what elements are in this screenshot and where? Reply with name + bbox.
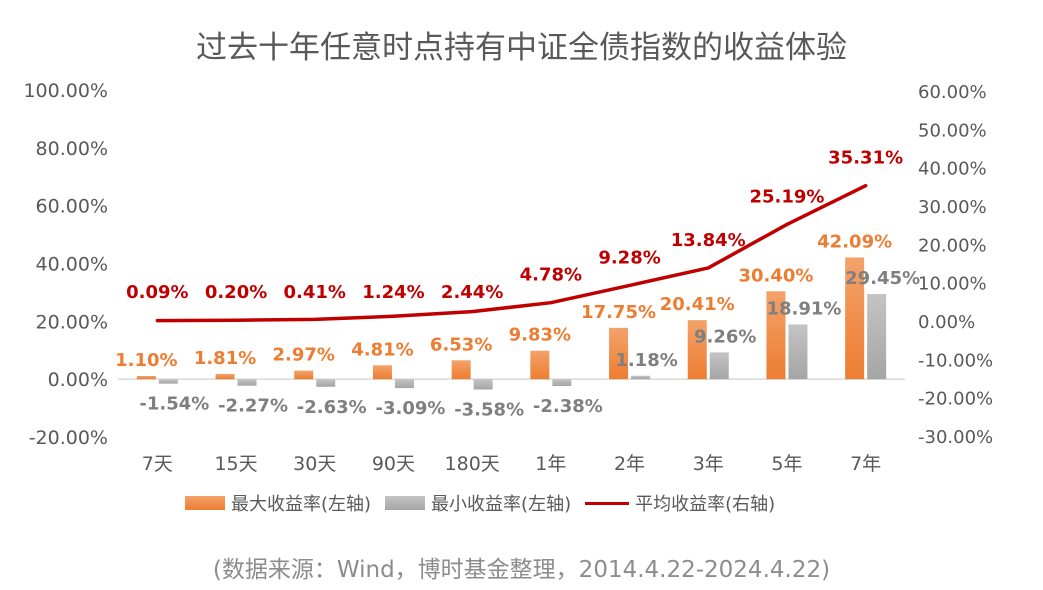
source-note: (数据来源：Wind，博时基金整理，2014.4.22-2024.4.22) bbox=[212, 557, 831, 583]
bar-max-3 bbox=[372, 365, 392, 380]
bar-min-1 bbox=[237, 379, 257, 386]
label-min-4: -3.58% bbox=[454, 400, 524, 421]
right-tick-label: 50.00% bbox=[918, 120, 987, 141]
left-axis-ticks: -20.00% 0.00% 20.00% 40.00% 60.00% 80.00% 100.… bbox=[23, 80, 108, 449]
x-tick-label: 3年 bbox=[693, 453, 724, 475]
label-min-9: 29.45% bbox=[845, 268, 920, 289]
label-min-7: 9.26% bbox=[694, 326, 756, 347]
average-line-path bbox=[155, 183, 868, 323]
x-tick-label: 90天 bbox=[372, 453, 415, 475]
label-max-0: 1.10% bbox=[115, 350, 177, 371]
x-tick-label: 7天 bbox=[142, 453, 173, 475]
average-line bbox=[155, 183, 868, 323]
bar-max-9 bbox=[845, 257, 865, 380]
left-tick-label: 0.00% bbox=[48, 369, 108, 391]
label-max-6: 17.75% bbox=[581, 302, 656, 323]
bar-max-6 bbox=[609, 327, 629, 380]
legend-item-max: 最大收益率(左轴) bbox=[185, 490, 371, 516]
legend-swatch-max bbox=[185, 496, 225, 510]
left-tick-label: 60.00% bbox=[36, 196, 108, 218]
bar-max-2 bbox=[294, 370, 314, 380]
bar-max-1 bbox=[215, 373, 235, 380]
legend-swatch-avg bbox=[585, 501, 630, 505]
left-tick-label: -20.00% bbox=[29, 427, 108, 449]
right-tick-label: -10.00% bbox=[918, 350, 993, 371]
legend: 最大收益率(左轴) 最小收益率(左轴) 平均收益率(右轴) bbox=[185, 490, 789, 516]
legend-item-min: 最小收益率(左轴) bbox=[385, 490, 571, 516]
label-min-2: -2.63% bbox=[297, 397, 367, 418]
right-tick-label: -20.00% bbox=[918, 389, 993, 410]
bar-min-9 bbox=[867, 294, 887, 380]
bar-min-2 bbox=[316, 379, 336, 387]
bar-min-0 bbox=[158, 379, 178, 384]
label-avg-6: 9.28% bbox=[598, 247, 660, 268]
label-min-6: 1.18% bbox=[615, 350, 677, 371]
bar-max-7 bbox=[687, 320, 707, 380]
label-avg-8: 25.19% bbox=[749, 186, 824, 207]
bar-max-4 bbox=[451, 360, 471, 380]
legend-swatch-min bbox=[385, 496, 426, 510]
label-max-1: 1.81% bbox=[194, 348, 256, 369]
label-avg-9: 35.31% bbox=[828, 148, 903, 169]
right-axis-ticks: -30.00% -20.00% -10.00% 0.00% 10.00% 20.00% 30… bbox=[918, 82, 993, 448]
left-tick-label: 20.00% bbox=[36, 311, 108, 333]
bar-min-6 bbox=[631, 375, 651, 380]
right-tick-label: 20.00% bbox=[918, 235, 987, 256]
data-labels: 1.10% 1.81% 2.97% 4.81% 6.53% 9.83% 17.75% 20.4… bbox=[115, 148, 920, 421]
legend-label-max: 最大收益率(左轴) bbox=[231, 494, 372, 515]
chart-title: 过去十年任意时点持有中证全债指数的收益体验 bbox=[196, 30, 847, 66]
label-min-0: -1.54% bbox=[139, 394, 209, 415]
label-min-1: -2.27% bbox=[218, 396, 288, 417]
label-max-8: 30.40% bbox=[738, 265, 813, 286]
label-max-9: 42.09% bbox=[817, 231, 892, 252]
right-tick-label: 0.00% bbox=[918, 312, 975, 333]
bar-max-0 bbox=[136, 375, 156, 380]
label-max-4: 6.53% bbox=[430, 334, 492, 355]
bar-min-3 bbox=[394, 379, 414, 389]
x-tick-label: 2年 bbox=[614, 453, 645, 475]
label-avg-4: 2.44% bbox=[441, 282, 503, 303]
x-tick-label: 7年 bbox=[850, 453, 881, 475]
bar-max-8 bbox=[766, 291, 786, 380]
label-min-8: 18.91% bbox=[766, 298, 841, 319]
label-max-2: 2.97% bbox=[273, 345, 335, 366]
right-tick-label: 60.00% bbox=[918, 82, 987, 103]
label-avg-7: 13.84% bbox=[671, 230, 746, 251]
bar-min-7 bbox=[709, 352, 729, 380]
label-avg-1: 0.20% bbox=[205, 282, 267, 303]
legend-item-avg: 平均收益率(右轴) bbox=[585, 490, 775, 516]
label-max-7: 20.41% bbox=[660, 294, 735, 315]
label-avg-5: 4.78% bbox=[520, 265, 582, 286]
right-tick-label: -30.00% bbox=[918, 427, 993, 448]
label-max-3: 4.81% bbox=[351, 339, 413, 360]
legend-label-min: 最小收益率(左轴) bbox=[431, 494, 572, 515]
bar-min-4 bbox=[473, 379, 493, 390]
label-min-3: -3.09% bbox=[375, 398, 445, 419]
label-avg-3: 1.24% bbox=[362, 282, 424, 303]
legend-label-avg: 平均收益率(右轴) bbox=[635, 494, 776, 515]
bar-min-8 bbox=[788, 324, 808, 380]
left-tick-label: 80.00% bbox=[36, 138, 108, 160]
x-tick-label: 180天 bbox=[445, 453, 500, 475]
label-avg-0: 0.09% bbox=[126, 282, 188, 303]
bar-min-5 bbox=[552, 379, 572, 387]
x-tick-label: 5年 bbox=[771, 453, 802, 475]
label-min-5: -2.38% bbox=[533, 396, 603, 417]
left-tick-label: 40.00% bbox=[36, 254, 108, 276]
right-tick-label: 10.00% bbox=[918, 274, 987, 295]
right-tick-label: 30.00% bbox=[918, 197, 987, 218]
label-max-5: 9.83% bbox=[509, 325, 571, 346]
left-tick-label: 100.00% bbox=[23, 80, 108, 102]
bar-max-5 bbox=[530, 350, 550, 380]
x-axis-ticks: 7天 15天 30天 90天 180天 1年 2年 3年 5年 7年 bbox=[142, 453, 881, 475]
label-avg-2: 0.41% bbox=[284, 282, 346, 303]
bars bbox=[136, 257, 887, 390]
x-tick-label: 30天 bbox=[293, 453, 336, 475]
right-tick-label: 40.00% bbox=[918, 159, 987, 180]
x-tick-label: 15天 bbox=[214, 453, 257, 475]
x-tick-label: 1年 bbox=[535, 453, 566, 475]
